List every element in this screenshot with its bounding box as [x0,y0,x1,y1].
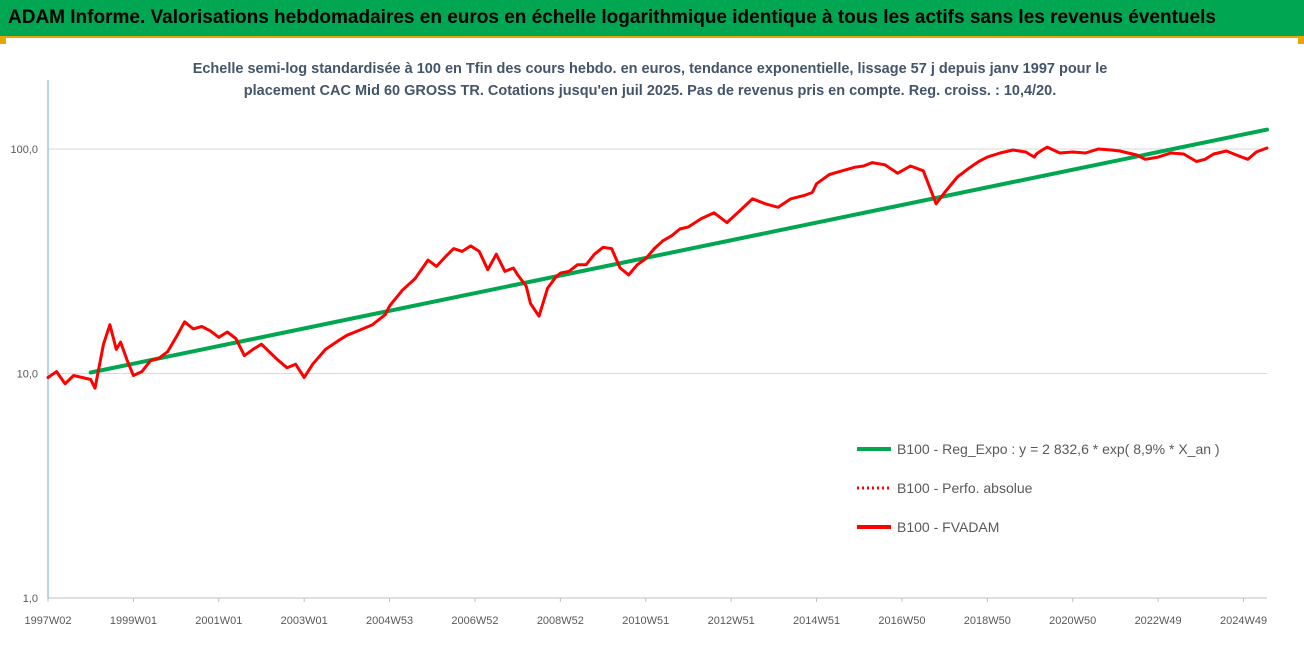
legend-label: B100 - Reg_Expo : y = 2 832,6 * exp( 8,9… [897,441,1220,457]
chart-subtitle-line-2: placement CAC Mid 60 GROSS TR. Cotations… [243,83,1057,99]
x-tick-label: 2008W52 [537,615,584,627]
report-title-banner: ADAM Informe. Valorisations hebdomadaire… [0,0,1304,36]
x-tick-label: 2018W50 [964,615,1011,627]
chart-subtitle-line-1: Echelle semi-log standardisée à 100 en T… [192,61,1108,77]
x-tick-label: 2020W50 [1049,615,1096,627]
x-tick-label: 2003W01 [281,615,328,627]
y-tick-label: 10,0 [17,369,38,381]
x-tick-label: 2024W49 [1220,615,1267,627]
report-title: ADAM Informe. Valorisations hebdomadaire… [8,7,1216,28]
x-tick-label: 2016W50 [878,615,925,627]
series-line-trend [88,127,1269,375]
x-tick-label: 1997W02 [24,615,71,627]
x-tick-label: 2006W52 [451,615,498,627]
x-tick-label: 2014W51 [793,615,840,627]
x-tick-label: 1999W01 [110,615,157,627]
y-tick-label: 100,0 [10,144,38,156]
x-tick-label: 2012W51 [708,615,755,627]
x-tick-label: 2010W51 [622,615,669,627]
frame-corner-right [1298,36,1304,44]
series-line-fvadam [46,145,1269,390]
x-tick-label: 2001W01 [195,615,242,627]
legend-label: B100 - FVADAM [897,519,999,535]
frame-corner-left [0,36,6,44]
legend-label: B100 - Perfo. absolue [897,480,1033,496]
x-tick-label: 2004W53 [366,615,413,627]
x-tick-label: 2022W49 [1135,615,1182,627]
y-tick-label: 1,0 [23,593,38,605]
chart-frame [0,36,1304,652]
